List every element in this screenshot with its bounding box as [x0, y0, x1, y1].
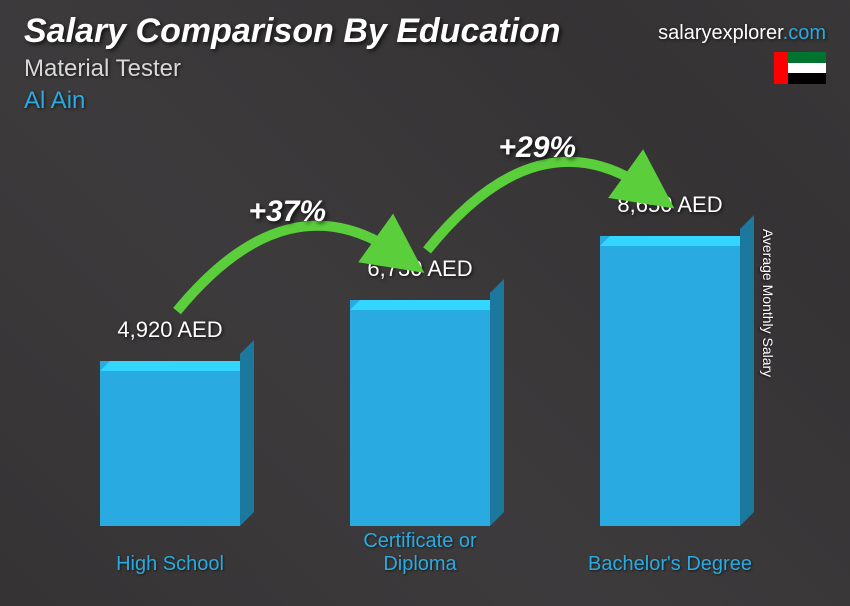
- bar-value-label: 8,650 AED: [580, 192, 760, 218]
- bar: [600, 236, 740, 526]
- location: Al Ain: [24, 87, 826, 115]
- bar-value-label: 6,730 AED: [330, 256, 510, 282]
- increase-pct-label: +29%: [499, 131, 577, 165]
- brand-main: salaryexplorer: [658, 22, 783, 44]
- increase-pct-label: +37%: [249, 195, 327, 229]
- bar-category-label: Certificate or Diploma: [330, 530, 510, 576]
- bar-category-label: Bachelor's Degree: [580, 553, 760, 576]
- bar-category-label: High School: [80, 553, 260, 576]
- bar: [100, 361, 240, 526]
- bar: [350, 300, 490, 526]
- subtitle: Material Tester: [24, 55, 826, 83]
- bar-chart: High School 4,920 AED Certificate or Diplo…: [40, 140, 790, 586]
- brand-label: salaryexplorer.com: [658, 22, 826, 45]
- brand-suffix: .com: [783, 22, 826, 44]
- bar-value-label: 4,920 AED: [80, 317, 260, 343]
- uae-flag-icon: [774, 52, 826, 84]
